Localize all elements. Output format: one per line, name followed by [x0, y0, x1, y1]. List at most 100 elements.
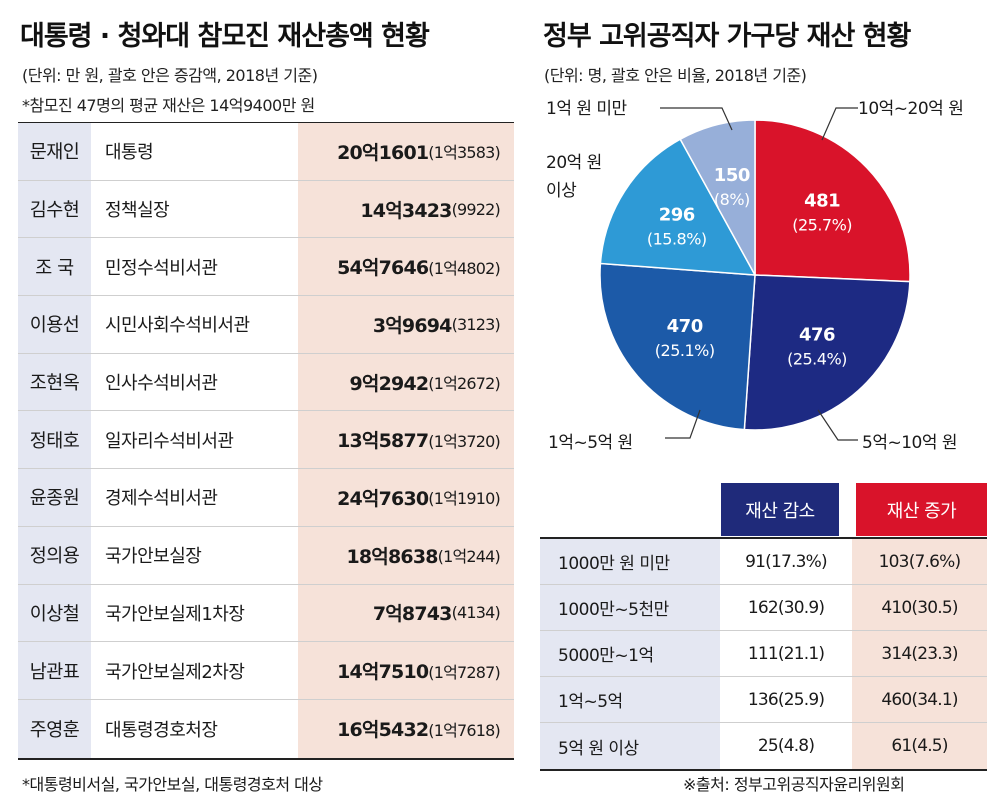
asset-change: (3123) — [451, 314, 501, 334]
header-decrease: 재산 감소 — [721, 483, 839, 536]
left-table-bottom-rule — [18, 758, 514, 760]
pie-leader-line — [817, 409, 858, 441]
table-row: 조 국 민정수석비서관 54억7646 (1억4802) — [18, 238, 514, 297]
decrease-count: 162(30.9) — [720, 585, 852, 630]
asset-range-label: 1000만 원 미만 — [540, 539, 720, 584]
table-row: 이상철 국가안보실제1차장 7억8743 (4134) — [18, 584, 514, 643]
asset-change: (1억2672) — [428, 374, 500, 394]
asset-total: 16억5432 — [337, 719, 429, 742]
table-row: 5000만~1억 111(21.1) 314(23.3) — [540, 631, 987, 677]
asset-change: (1억3583) — [428, 143, 500, 163]
left-unit-note: (단위: 만 원, 괄호 안은 증감액, 2018년 기준) — [22, 66, 318, 85]
pie-value-label: 296 — [659, 205, 695, 226]
pie-value-label: 481 — [804, 191, 840, 212]
header-increase: 재산 증가 — [856, 483, 987, 536]
official-name: 윤종원 — [18, 469, 91, 526]
pie-category-label: 20억 원 — [546, 153, 602, 173]
table-row: 1000만~5천만 162(30.9) 410(30.5) — [540, 585, 987, 631]
pie-slice — [599, 138, 757, 276]
pie-value-label: 476 — [799, 324, 835, 345]
asset-value: 54억7646 (1억4802) — [298, 238, 514, 296]
increase-count: 314(23.3) — [852, 631, 987, 676]
decrease-count: 91(17.3%) — [720, 539, 852, 584]
official-name: 정태호 — [18, 411, 91, 469]
asset-total: 20억1601 — [337, 141, 429, 164]
official-name: 이용선 — [18, 296, 91, 353]
decrease-count: 136(25.9) — [720, 677, 852, 722]
pie-category-label: 이상 — [546, 181, 577, 201]
asset-total: 14억7510 — [337, 661, 429, 684]
official-position: 국가안보실제2차장 — [91, 642, 298, 699]
official-name: 조 국 — [18, 238, 91, 296]
asset-change: (1억7287) — [428, 662, 500, 682]
pie-category-label: 5억~10억 원 — [862, 433, 957, 453]
asset-total: 54억7646 — [337, 257, 429, 280]
asset-value: 7억8743 (4134) — [298, 584, 514, 642]
official-position: 시민사회수석비서관 — [91, 296, 298, 353]
table-row: 이용선 시민사회수석비서관 3억9694 (3123) — [18, 296, 514, 354]
official-name: 문재인 — [18, 123, 91, 180]
table-row: 주영훈 대통령경호처장 16억5432 (1억7618) — [18, 699, 514, 758]
asset-change: (1억4802) — [428, 258, 500, 278]
source-note: ※출처: 정부고위공직자윤리위원회 — [683, 775, 905, 794]
increase-count: 410(30.5) — [852, 585, 987, 630]
pie-percent-label: (8%) — [714, 190, 750, 209]
pie-slice — [679, 119, 756, 276]
asset-total: 24억7630 — [337, 487, 429, 510]
asset-range-label: 1000만~5천만 — [540, 585, 720, 630]
official-position: 일자리수석비서관 — [91, 411, 298, 469]
asset-value: 3억9694 (3123) — [298, 296, 514, 353]
asset-total: 3억9694 — [372, 314, 453, 337]
increase-count: 103(7.6%) — [852, 539, 987, 584]
official-position: 국가안보실제1차장 — [91, 584, 298, 642]
pie-category-label: 1억~5억 원 — [548, 433, 633, 453]
asset-range-label: 1억~5억 — [540, 677, 720, 722]
official-name: 이상철 — [18, 584, 91, 642]
official-name: 주영훈 — [18, 699, 91, 758]
asset-total: 13억5877 — [337, 430, 429, 453]
pie-value-label: 470 — [667, 316, 703, 337]
pie-slice — [599, 262, 756, 431]
table-row: 문재인 대통령 20억1601 (1억3583) — [18, 123, 514, 181]
asset-value: 16억5432 (1억7618) — [298, 699, 514, 758]
table-row: 1억~5억 136(25.9) 460(34.1) — [540, 677, 987, 723]
pie-leader-line — [660, 107, 733, 131]
official-position: 경제수석비서관 — [91, 469, 298, 526]
official-position: 인사수석비서관 — [91, 353, 298, 411]
asset-value: 24억7630 (1억1910) — [298, 469, 514, 526]
asset-change: (1억1910) — [428, 489, 500, 509]
pie-category-label: 1억 원 미만 — [546, 99, 628, 119]
asset-total: 9억2942 — [349, 372, 430, 395]
right-title: 정부 고위공직자 가구당 재산 현황 — [543, 21, 911, 52]
table-row: 1000만 원 미만 91(17.3%) 103(7.6%) — [540, 539, 987, 585]
asset-value: 14억7510 (1억7287) — [298, 642, 514, 699]
increase-count: 61(4.5) — [852, 723, 987, 769]
pie-leader-line — [821, 107, 858, 141]
table-row: 정태호 일자리수석비서관 13억5877 (1억3720) — [18, 411, 514, 470]
pie-percent-label: (25.4%) — [787, 349, 847, 368]
right-unit-note: (단위: 명, 괄호 안은 비율, 2018년 기준) — [544, 66, 807, 85]
left-footnote: *대통령비서실, 국가안보실, 대통령경호처 대상 — [22, 775, 323, 794]
official-position: 민정수석비서관 — [91, 238, 298, 296]
asset-change: (1억244) — [437, 547, 501, 567]
pie-leader-line — [665, 409, 701, 439]
asset-value: 9억2942 (1억2672) — [298, 353, 514, 411]
table-row: 남관표 국가안보실제2차장 14억7510 (1억7287) — [18, 642, 514, 700]
asset-value: 20억1601 (1억3583) — [298, 123, 514, 180]
increase-count: 460(34.1) — [852, 677, 987, 722]
asset-range-label: 5억 원 이상 — [540, 723, 720, 769]
official-name: 남관표 — [18, 642, 91, 699]
table-row: 김수현 정책실장 14억3423 (9922) — [18, 180, 514, 239]
left-average-note: *참모진 47명의 평균 재산은 14억9400만 원 — [22, 96, 315, 115]
asset-total: 7억8743 — [372, 603, 453, 626]
table-row: 윤종원 경제수석비서관 24억7630 (1억1910) — [18, 469, 514, 527]
table-row: 정의용 국가안보실장 18억8638 (1억244) — [18, 526, 514, 585]
decrease-count: 111(21.1) — [720, 631, 852, 676]
official-position: 대통령 — [91, 123, 298, 180]
asset-value: 18억8638 (1억244) — [298, 526, 514, 584]
asset-range-label: 5000만~1억 — [540, 631, 720, 676]
pie-slice — [754, 119, 911, 283]
official-position: 대통령경호처장 — [91, 699, 298, 758]
asset-total: 18억8638 — [346, 545, 438, 568]
pie-percent-label: (25.1%) — [655, 341, 715, 360]
